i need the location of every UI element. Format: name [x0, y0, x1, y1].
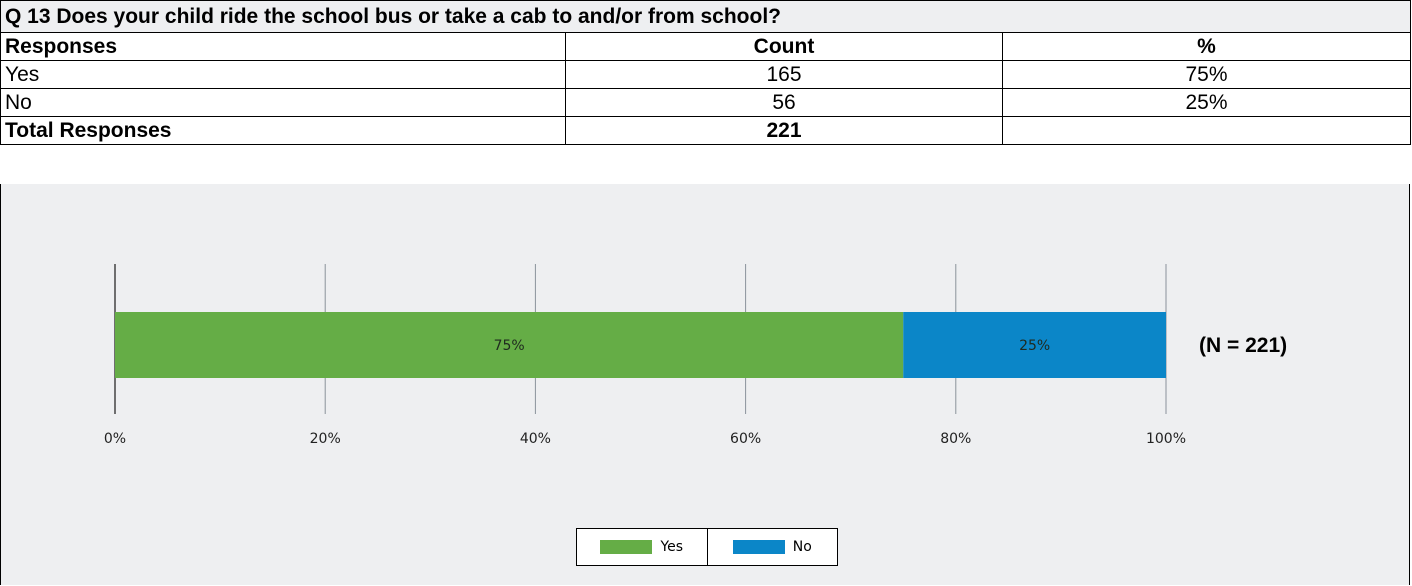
question-title: Q 13 Does your child ride the school bus… — [0, 0, 1412, 33]
total-percent — [1001, 116, 1412, 145]
response-count: 165 — [565, 60, 1003, 89]
x-tick-label: 20% — [310, 431, 341, 447]
response-count: 56 — [565, 88, 1003, 117]
total-label: Total Responses — [0, 116, 566, 145]
chart-legend: Yes No — [576, 528, 838, 566]
legend-label-yes: Yes — [660, 539, 684, 555]
data-label: 75% — [494, 338, 525, 354]
legend-item-yes: Yes — [577, 529, 707, 565]
header-count: Count — [565, 32, 1003, 61]
legend-item-no: No — [706, 529, 838, 565]
total-row: Total Responses 221 — [0, 116, 1412, 145]
header-responses: Responses — [0, 32, 566, 61]
x-tick-label: 80% — [940, 431, 971, 447]
x-tick-label: 60% — [730, 431, 761, 447]
question-row: Q 13 Does your child ride the school bus… — [0, 0, 1412, 33]
legend-label-no: No — [792, 539, 812, 555]
data-label: 25% — [1019, 338, 1050, 354]
n-annotation: (N = 221) — [1199, 334, 1287, 357]
bar-segment-yes — [115, 312, 904, 378]
bar-segment-no — [903, 312, 1166, 378]
header-row: Responses Count % — [0, 32, 1412, 61]
x-tick-label: 40% — [520, 431, 551, 447]
legend-swatch-yes — [600, 540, 653, 554]
table-row: Yes 165 75% — [0, 60, 1412, 89]
table-row: No 56 25% — [0, 88, 1412, 117]
response-label: Yes — [0, 60, 566, 89]
response-percent: 25% — [1001, 88, 1412, 117]
responses-table: Q 13 Does your child ride the school bus… — [0, 0, 1412, 145]
chart-panel: 0% 20% 40% 60% 80% 100% 75% 25% (N = 221) Yes No — [0, 184, 1410, 585]
response-percent: 75% — [1001, 60, 1412, 89]
x-tick-label: 100% — [1146, 431, 1186, 447]
total-count: 221 — [565, 116, 1003, 145]
x-tick-label: 0% — [104, 431, 126, 447]
header-percent: % — [1001, 32, 1412, 61]
response-label: No — [0, 88, 566, 117]
legend-swatch-no — [732, 540, 785, 554]
stacked-bar-chart: 0% 20% 40% 60% 80% 100% 75% 25% (N = 221) — [104, 264, 1287, 447]
